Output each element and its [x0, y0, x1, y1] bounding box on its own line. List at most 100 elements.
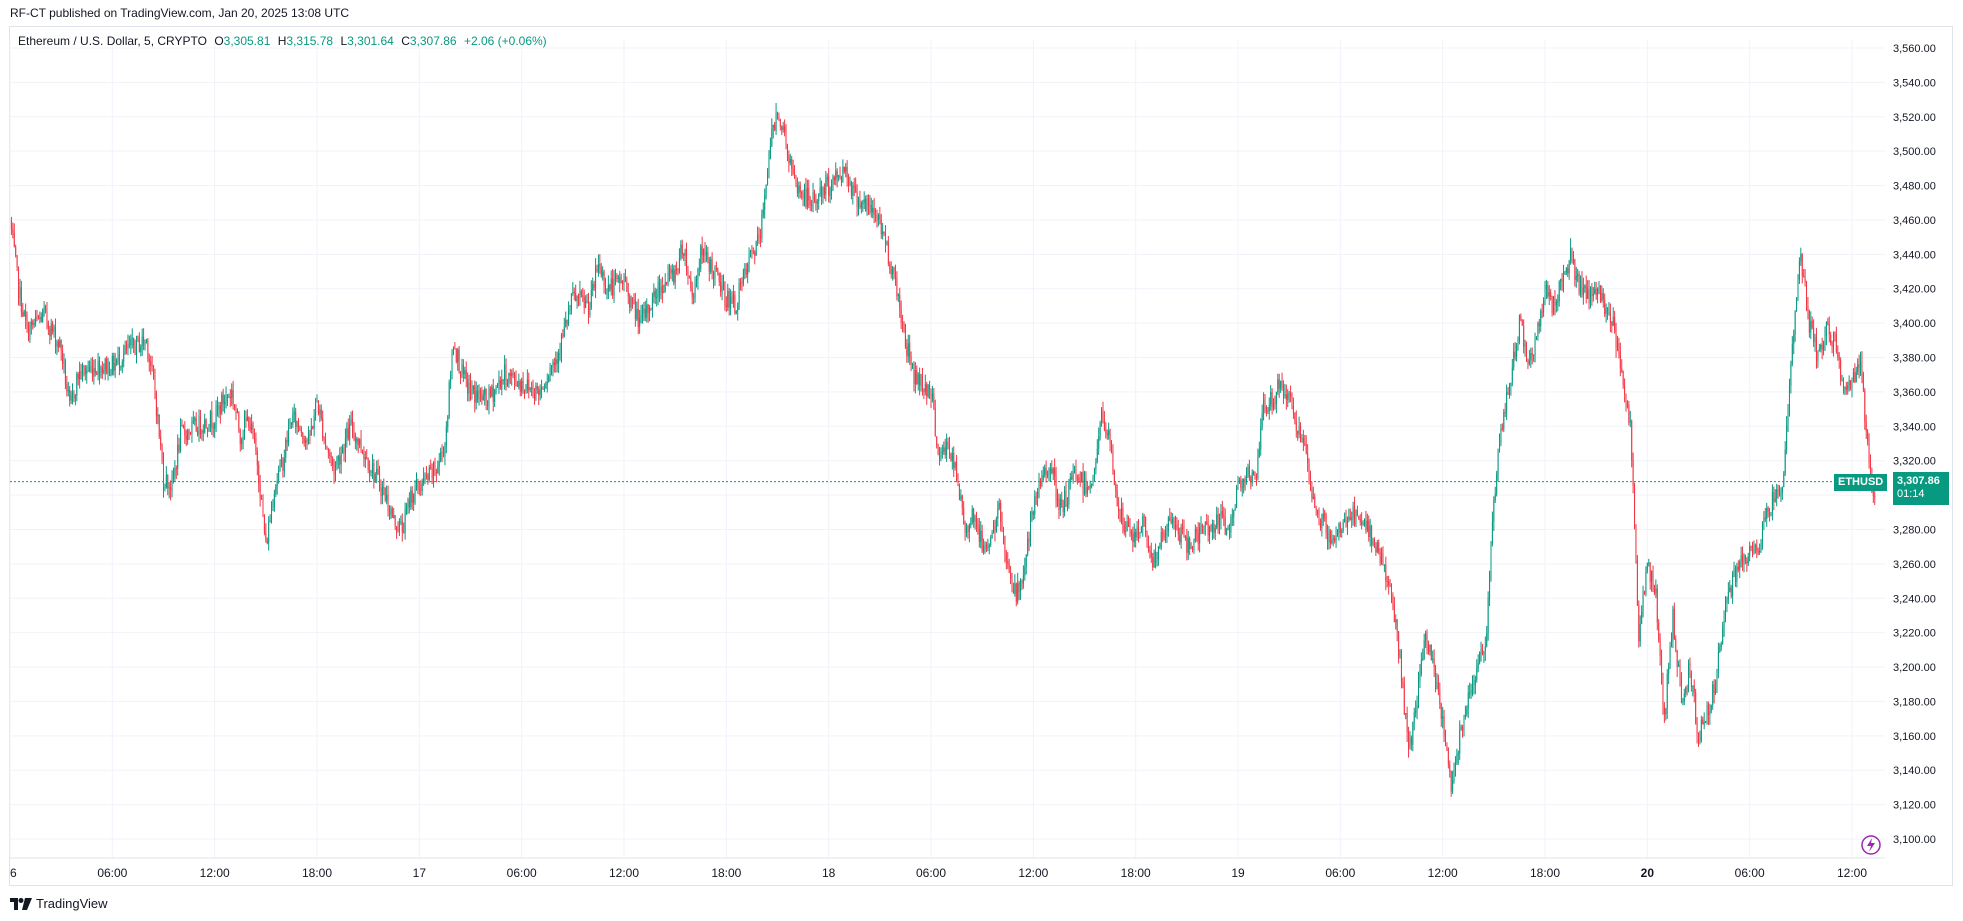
candle	[1501, 423, 1503, 432]
candle	[849, 176, 851, 187]
candle	[767, 167, 769, 186]
candle	[947, 437, 949, 450]
candle	[836, 168, 838, 188]
candle	[1493, 496, 1495, 532]
candle	[30, 318, 32, 335]
candle	[457, 347, 459, 371]
candle	[873, 198, 875, 224]
candle	[657, 276, 659, 306]
candle	[595, 258, 597, 299]
candle	[245, 410, 247, 428]
candle	[619, 271, 621, 293]
candle	[1752, 541, 1754, 558]
candle	[1136, 520, 1138, 541]
candle	[468, 374, 470, 402]
candle	[859, 190, 861, 210]
candle	[1565, 267, 1567, 276]
candle	[1609, 303, 1611, 333]
candle	[498, 370, 500, 395]
candle	[160, 429, 162, 451]
y-tick-label: 3,260.00	[1893, 559, 1936, 571]
y-tick-label: 3,100.00	[1893, 834, 1936, 846]
candle	[1707, 701, 1709, 726]
candle	[153, 364, 155, 380]
candle	[96, 370, 98, 376]
candle	[572, 281, 574, 296]
candle	[948, 436, 950, 459]
candle	[396, 525, 398, 539]
candle	[606, 288, 608, 300]
candle	[192, 410, 194, 425]
candle	[77, 372, 79, 386]
y-tick-label: 3,380.00	[1893, 353, 1936, 365]
candle	[70, 390, 72, 405]
footer-brand[interactable]: TradingView	[10, 896, 108, 911]
candle	[346, 422, 348, 448]
candle	[325, 432, 327, 450]
candle	[1514, 342, 1516, 361]
candle	[1848, 375, 1850, 392]
candle	[546, 373, 548, 393]
candle	[235, 404, 237, 421]
candle	[624, 268, 626, 283]
candle	[1445, 729, 1447, 747]
candle	[337, 454, 339, 469]
candle	[1219, 513, 1221, 535]
candle	[430, 459, 432, 470]
candle	[1133, 523, 1135, 548]
candle	[411, 486, 413, 510]
candle	[1409, 731, 1411, 750]
candle	[1734, 565, 1736, 587]
candle	[1813, 319, 1815, 347]
candle	[1749, 541, 1751, 562]
lightning-circle-icon[interactable]	[1860, 834, 1882, 856]
candle	[566, 319, 568, 330]
symbol-badge: ETHUSD	[1834, 474, 1888, 491]
candle	[1001, 511, 1003, 533]
candle	[33, 318, 35, 328]
candle	[1622, 370, 1624, 389]
candle	[1372, 537, 1374, 547]
candle	[188, 428, 190, 441]
candle	[1056, 488, 1058, 507]
candle	[1098, 427, 1100, 455]
y-tick-label: 3,200.00	[1893, 662, 1936, 674]
candle	[1551, 295, 1553, 317]
candle	[106, 356, 108, 375]
candle	[1213, 519, 1215, 539]
candle	[661, 276, 663, 304]
candle	[1332, 534, 1334, 547]
candle	[1763, 511, 1765, 531]
candle	[533, 387, 535, 405]
candle	[637, 298, 639, 335]
y-tick-label: 3,240.00	[1893, 593, 1936, 605]
candle	[1646, 562, 1648, 574]
candle	[839, 166, 841, 180]
candle	[850, 180, 852, 200]
candle	[19, 278, 21, 307]
candle	[1173, 516, 1175, 530]
candle	[143, 328, 145, 351]
candle	[43, 301, 45, 317]
candle	[87, 360, 89, 372]
candle	[607, 275, 609, 299]
candle	[1402, 677, 1404, 689]
candle	[1011, 572, 1013, 593]
candle	[951, 447, 953, 470]
candle	[1079, 471, 1081, 487]
candle	[209, 409, 211, 433]
candle	[158, 414, 160, 440]
y-tick-label: 3,440.00	[1893, 249, 1936, 261]
candle	[131, 328, 133, 349]
candle	[397, 521, 399, 533]
candle	[1419, 663, 1421, 689]
candle	[484, 386, 486, 406]
candle	[1255, 473, 1257, 486]
candle	[1045, 460, 1047, 483]
candle	[1004, 535, 1006, 563]
candle	[1692, 685, 1694, 697]
candle	[298, 417, 300, 433]
y-tick-label: 3,460.00	[1893, 215, 1936, 227]
candle	[792, 159, 794, 176]
